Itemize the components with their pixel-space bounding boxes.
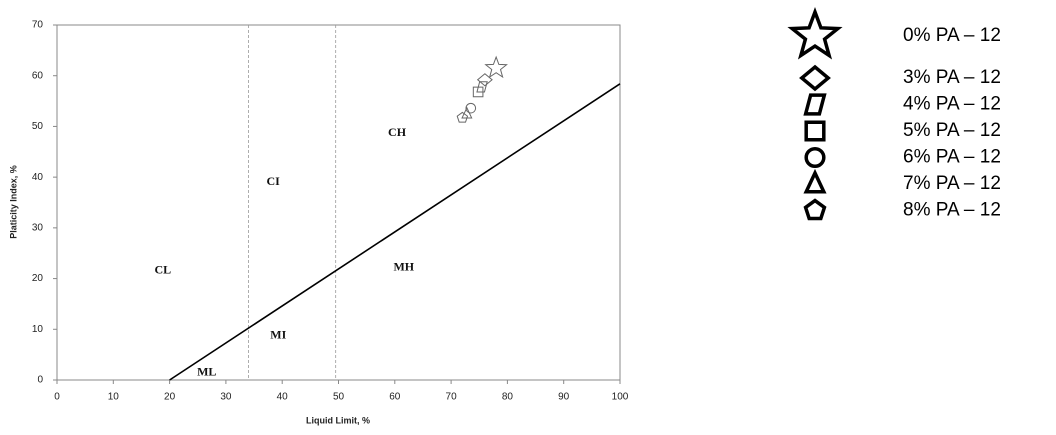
legend-label: 8% PA – 12 (903, 200, 1001, 221)
legend-marker (787, 6, 843, 60)
plot-frame (56, 24, 621, 381)
x-axis-title: Liquid Limit, % (306, 415, 370, 425)
legend-marker (803, 93, 827, 116)
x-tick-label: 10 (108, 392, 120, 403)
y-axis-title: Platicity Index, % (8, 165, 18, 239)
legend-label: 7% PA – 12 (903, 173, 1001, 194)
legend-marker (803, 168, 827, 194)
x-tick-label: 60 (389, 392, 401, 403)
y-tick-label: 40 (32, 172, 44, 183)
zone-label: CL (155, 263, 172, 277)
data-point (476, 73, 493, 87)
x-tick-label: 20 (164, 392, 176, 403)
x-tick-label: 90 (558, 392, 570, 403)
data-point (476, 81, 488, 93)
legend-marker (804, 146, 826, 169)
x-tick-label: 50 (333, 392, 345, 403)
legend-label: 6% PA – 12 (903, 147, 1001, 168)
legend-label: 0% PA – 12 (903, 25, 1001, 46)
zone-label: MH (393, 260, 414, 274)
y-tick-label: 60 (32, 70, 44, 81)
legend-marker (803, 198, 827, 221)
legend-label: 4% PA – 12 (903, 94, 1001, 115)
x-tick-label: 100 (612, 392, 629, 403)
zone-label: ML (197, 365, 216, 379)
y-tick-label: 50 (32, 121, 44, 132)
x-tick-label: 70 (446, 392, 458, 403)
data-point (472, 86, 484, 98)
x-tick-label: 30 (220, 392, 232, 403)
legend-label: 5% PA – 12 (903, 120, 1001, 141)
y-tick-label: 20 (32, 273, 44, 284)
x-tick-label: 40 (277, 392, 289, 403)
data-point (465, 102, 477, 114)
data-point (456, 111, 469, 123)
zone-label: CI (267, 174, 281, 188)
y-tick-label: 0 (37, 375, 43, 386)
data-point (484, 55, 508, 79)
legend-marker (804, 120, 826, 142)
x-tick-label: 0 (54, 392, 60, 403)
y-tick-label: 70 (32, 20, 44, 31)
legend-label: 3% PA – 12 (903, 67, 1001, 88)
zone-label: MI (270, 328, 286, 342)
y-tick-label: 30 (32, 222, 44, 233)
x-tick-label: 80 (502, 392, 514, 403)
legend-marker (799, 64, 831, 92)
a-line (169, 83, 621, 381)
y-tick-label: 10 (32, 324, 44, 335)
zone-label: CH (388, 125, 407, 139)
